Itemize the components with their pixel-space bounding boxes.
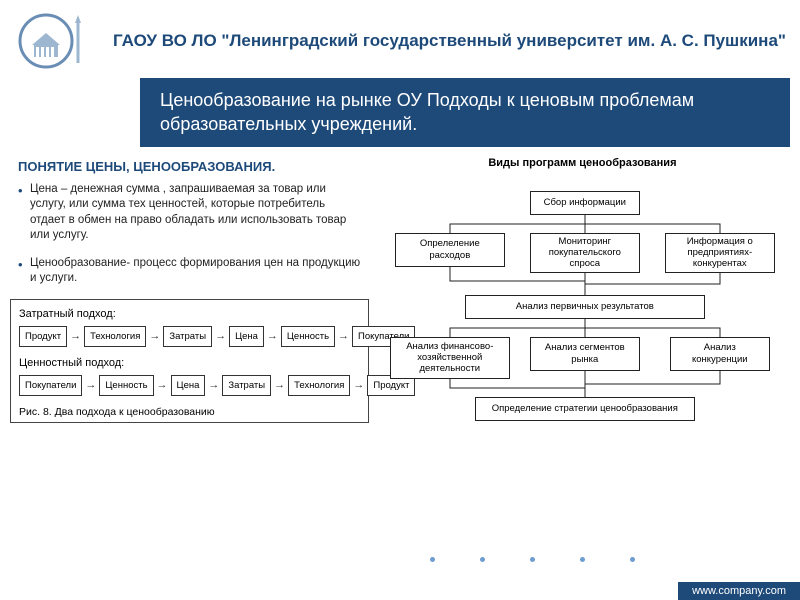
flow-arrow-icon: → xyxy=(274,379,285,391)
flow-node: Ценность xyxy=(281,326,335,347)
chart-node: Анализ сегментов рынка xyxy=(530,337,640,371)
flow-node: Технология xyxy=(288,375,350,396)
flow-node: Цена xyxy=(171,375,206,396)
header: ГАОУ ВО ЛО "Ленинградский государственны… xyxy=(0,0,800,78)
chart-node: Мониторинг покупательского спроса xyxy=(530,233,640,273)
chart-node: Сбор информации xyxy=(530,191,640,215)
bullet-1: Цена – денежная сумма , запрашиваемая за… xyxy=(30,182,361,244)
cost-flow: Продукт→Технология→Затраты→Цена→Ценность… xyxy=(19,326,360,347)
chart-node: Анализ финансово-хозяйственной деятельно… xyxy=(390,337,510,379)
flow-arrow-icon: → xyxy=(338,330,349,342)
flow-node: Технология xyxy=(84,326,146,347)
chart-node: Анализ конкуренции xyxy=(670,337,770,371)
flow-node: Покупатели xyxy=(19,375,82,396)
flow-arrow-icon: → xyxy=(208,379,219,391)
decorative-dots xyxy=(430,557,635,562)
flow-arrow-icon: → xyxy=(157,379,168,391)
pricing-chart: Сбор информации Опрелеление расходов Монит… xyxy=(375,173,790,503)
value-approach-label: Ценностный подход: xyxy=(19,357,360,369)
flow-arrow-icon: → xyxy=(85,379,96,391)
approach-box: Затратный подход: Продукт→Технология→Зат… xyxy=(10,299,369,423)
chart-title: Виды программ ценообразования xyxy=(375,157,790,169)
flow-node: Затраты xyxy=(163,326,212,347)
right-column: Виды программ ценообразования Сбор инфор… xyxy=(375,155,790,503)
chart-node: Анализ первичных результатов xyxy=(465,295,705,319)
flow-node: Цена xyxy=(229,326,264,347)
flow-node: Ценность xyxy=(99,375,153,396)
chart-node: Определение стратегии ценообразования xyxy=(475,397,695,421)
cost-approach-label: Затратный подход: xyxy=(19,308,360,320)
flow-arrow-icon: → xyxy=(353,379,364,391)
chart-node: Информация о предприятиях-конкурентах xyxy=(665,233,775,273)
flow-node: Продукт xyxy=(19,326,67,347)
bullet-2: Ценообразование- процесс формирования це… xyxy=(30,256,361,287)
section-title: ПОНЯТИЕ ЦЕНЫ, ЦЕНООБРАЗОВАНИЯ. xyxy=(18,159,369,174)
university-logo xyxy=(10,6,105,76)
university-title: ГАОУ ВО ЛО "Ленинградский государственны… xyxy=(113,30,790,52)
footer-url: www.company.com xyxy=(678,582,800,600)
slide-title: Ценообразование на рынке ОУ Подходы к це… xyxy=(140,78,790,147)
value-flow: Покупатели→Ценность→Цена→Затраты→Техноло… xyxy=(19,375,360,396)
flow-arrow-icon: → xyxy=(267,330,278,342)
content: ПОНЯТИЕ ЦЕНЫ, ЦЕНООБРАЗОВАНИЯ. Цена – де… xyxy=(0,155,800,503)
flow-arrow-icon: → xyxy=(215,330,226,342)
approach-caption: Рис. 8. Два подхода к ценообразованию xyxy=(19,406,360,418)
chart-node: Опрелеление расходов xyxy=(395,233,505,267)
flow-arrow-icon: → xyxy=(149,330,160,342)
flow-arrow-icon: → xyxy=(70,330,81,342)
left-column: ПОНЯТИЕ ЦЕНЫ, ЦЕНООБРАЗОВАНИЯ. Цена – де… xyxy=(10,155,369,503)
flow-node: Затраты xyxy=(222,375,271,396)
